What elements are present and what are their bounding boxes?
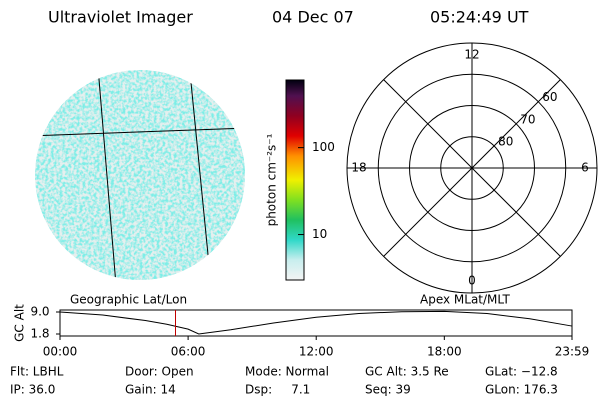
info-text: GC Alt: 3.5 Re [365, 365, 449, 379]
colorbar-label: photon cm⁻²s⁻¹ [265, 133, 279, 226]
polar-circle [440, 136, 504, 200]
info-text: GLon: 176.3 [485, 383, 558, 397]
time: 05:24:49 UT [430, 8, 529, 27]
y-axis-label: GC Alt [13, 304, 27, 342]
colorbar-tick-label: 100 [312, 140, 335, 154]
x-tick-label: 12:00 [299, 345, 334, 359]
x-tick-label: 00:00 [43, 345, 78, 359]
y-tick-label: 9.0 [30, 305, 49, 319]
info-text: Dsp: 7.1 [245, 383, 310, 397]
altitude-line [59, 310, 573, 335]
mlt-label: 0 [468, 274, 476, 288]
mlt-label: 6 [581, 161, 589, 175]
polar-circle-label: 60 [542, 90, 557, 104]
info-text: Gain: 14 [125, 383, 176, 397]
colorbar [285, 79, 305, 281]
polar-circle [409, 105, 535, 231]
polar-circle-label: 80 [498, 134, 513, 148]
polar-circle-label: 70 [520, 112, 535, 126]
info-text: Flt: LBHL [10, 365, 64, 379]
polar-circle [377, 73, 567, 263]
info-text: Seq: 39 [365, 383, 411, 397]
mlt-label: 18 [351, 161, 366, 175]
right-label: Apex MLat/MLT [420, 293, 510, 307]
auroral-image [35, 70, 245, 280]
altitude-frame [59, 309, 573, 337]
colorbar-tick-label: 10 [312, 227, 327, 241]
info-text: Door: Open [125, 365, 194, 379]
polar-spoke [383, 79, 561, 257]
date: 04 Dec 07 [272, 8, 354, 27]
y-tick-label: 1.8 [30, 327, 49, 341]
info-text: Mode: Normal [245, 365, 329, 379]
left-label: Geographic Lat/Lon [70, 293, 187, 307]
x-tick-label: 23:59 [555, 345, 590, 359]
info-text: GLat: −12.8 [485, 365, 558, 379]
title: Ultraviolet Imager [48, 8, 193, 27]
mlt-label: 12 [464, 48, 479, 62]
info-text: IP: 36.0 [10, 383, 55, 397]
x-tick-label: 06:00 [171, 345, 206, 359]
x-tick-label: 18:00 [427, 345, 462, 359]
